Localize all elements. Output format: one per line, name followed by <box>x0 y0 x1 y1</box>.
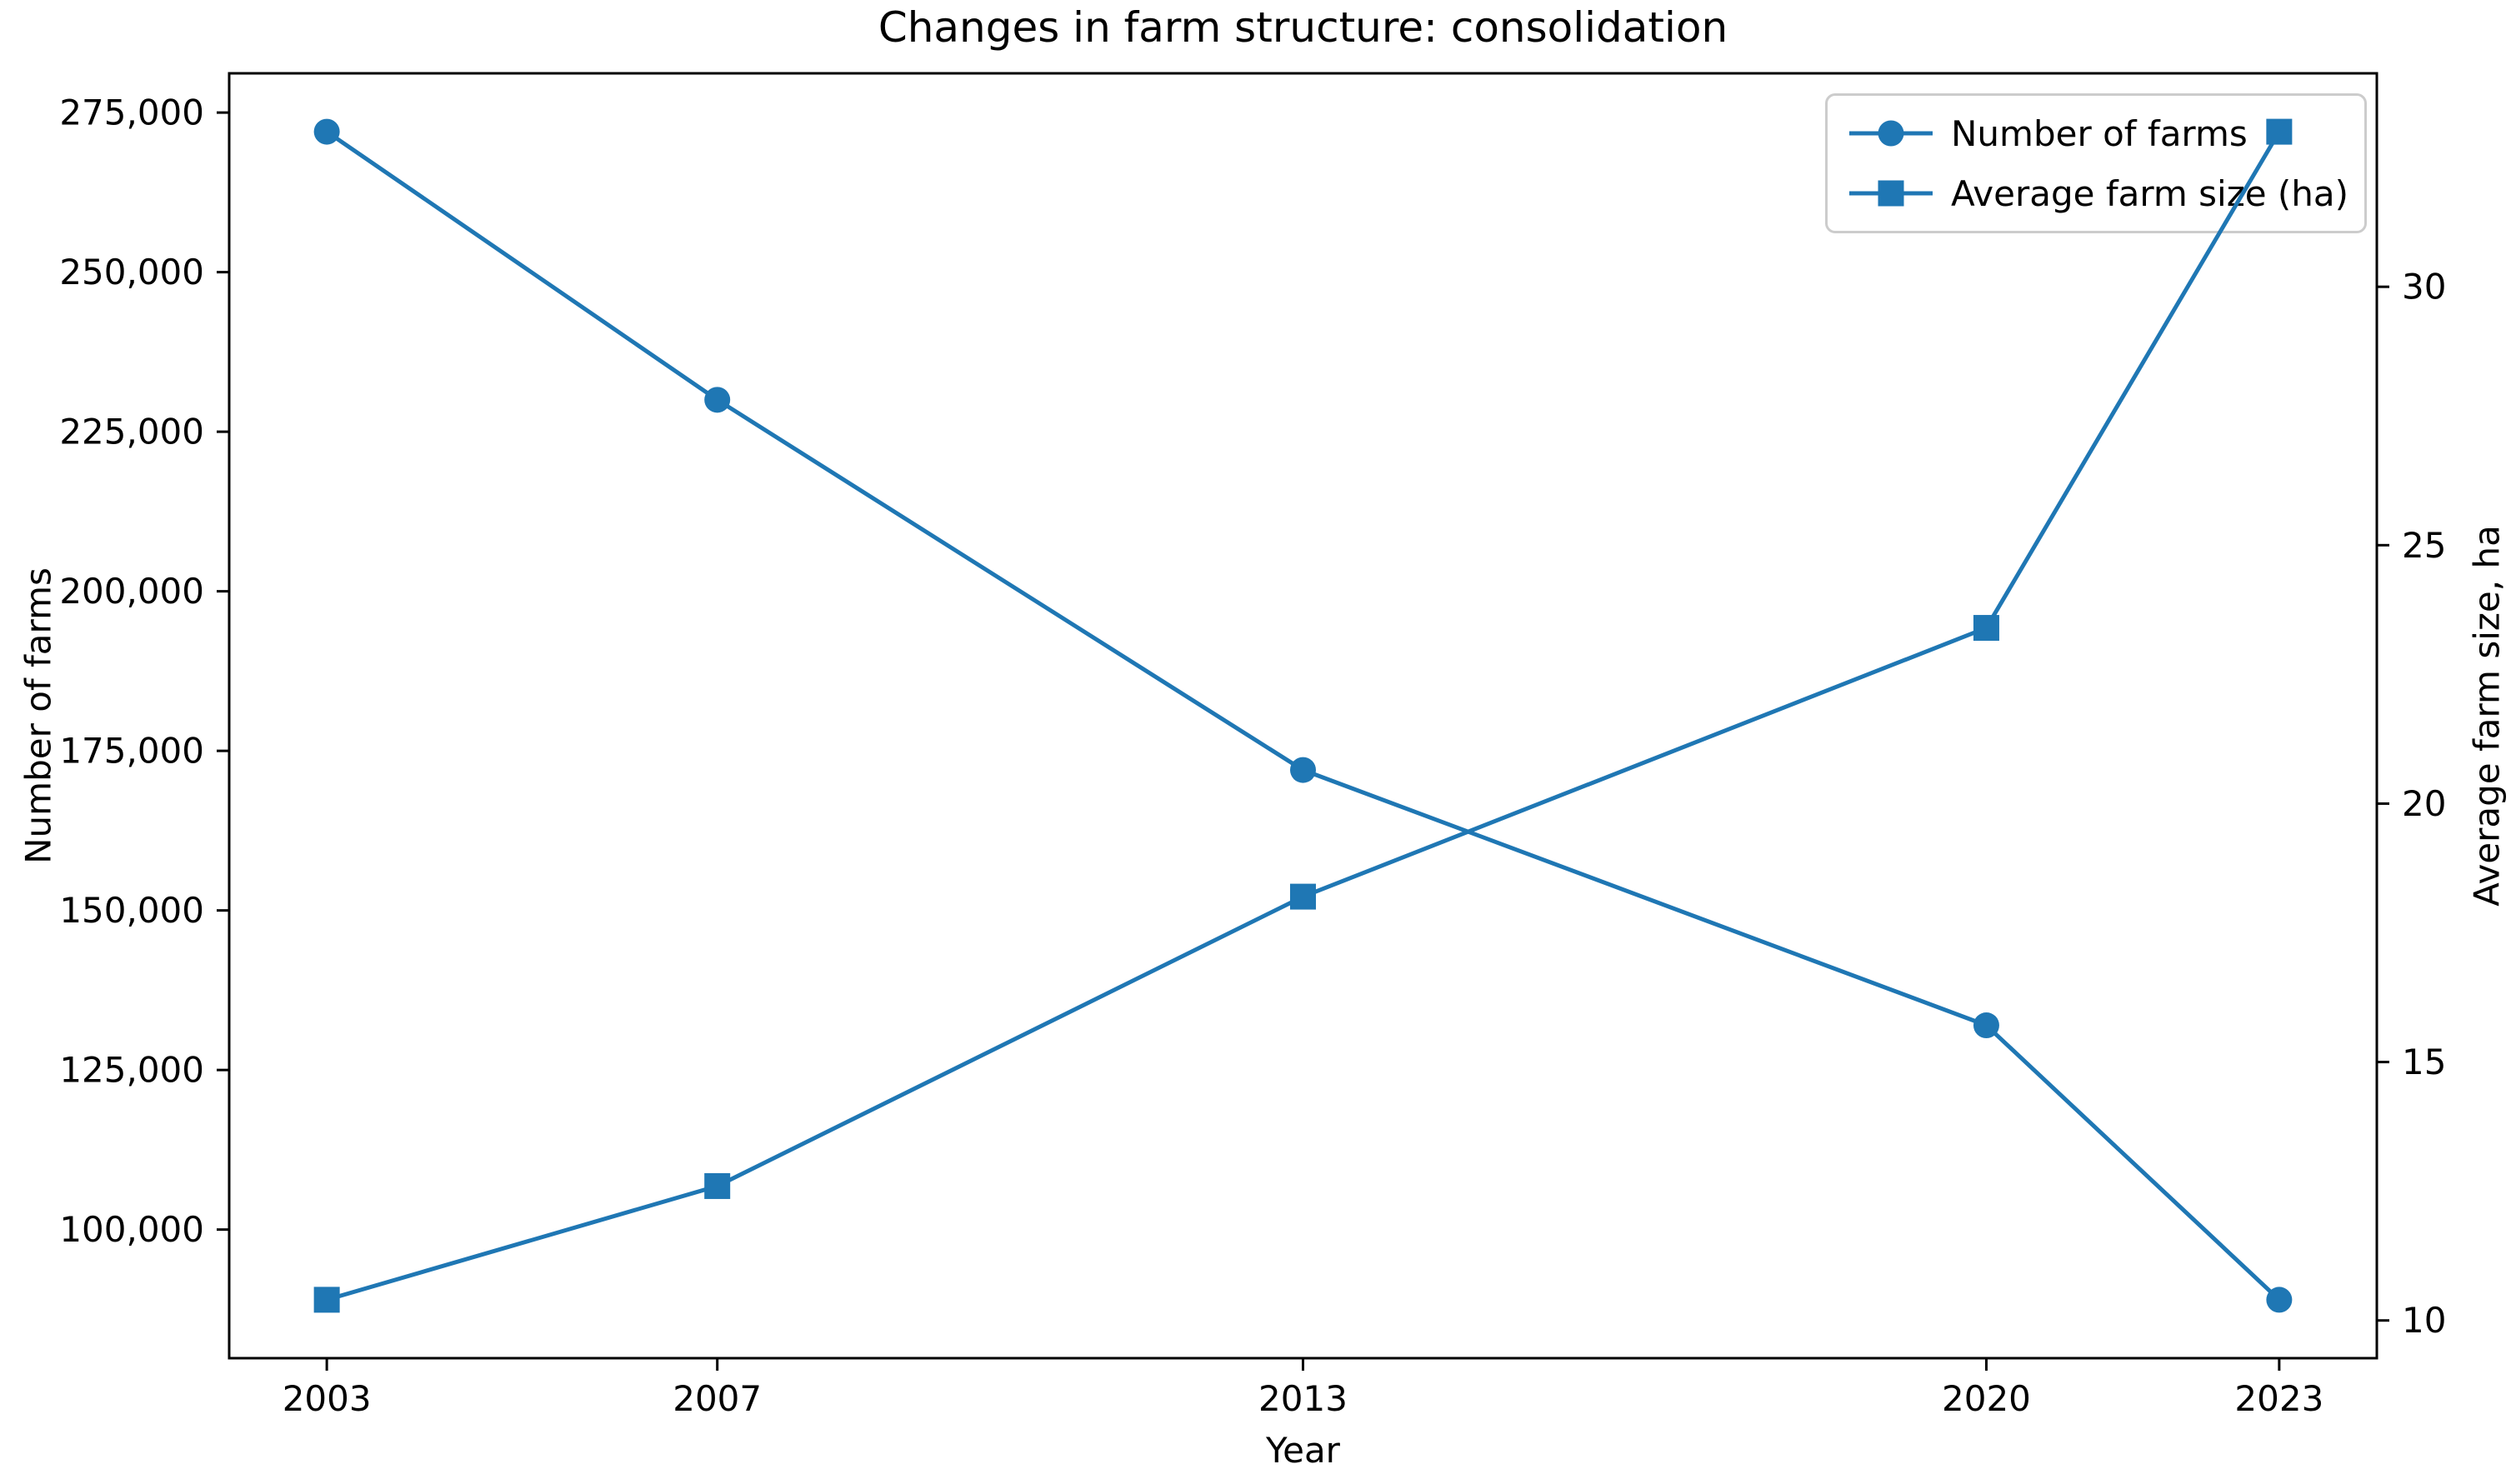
circle-marker-icon <box>1878 120 1904 147</box>
legend-item-number-of-farms: Number of farms <box>1849 107 2343 159</box>
chart-title: Changes in farm structure: consolidation <box>878 3 1728 52</box>
right-axis-label: Average farm size, ha <box>2466 525 2508 907</box>
legend-item-average-farm-size: Average farm size (ha) <box>1849 167 2348 219</box>
left-tick-label: 100,000 <box>59 1209 204 1250</box>
data-point-circle <box>1973 1012 1999 1039</box>
axes-spines <box>228 72 2378 1360</box>
right-tick-label: 10 <box>2402 1300 2446 1341</box>
right-tick-label: 20 <box>2402 783 2446 824</box>
x-tick-label: 2023 <box>2234 1378 2323 1419</box>
data-point-square <box>1290 883 1316 910</box>
x-tick-label: 2003 <box>283 1378 372 1419</box>
right-tick-label: 30 <box>2402 267 2446 307</box>
x-axis-label: Year <box>1266 1430 1340 1471</box>
legend-swatch-line-square <box>1849 177 1933 210</box>
x-tick-label: 2007 <box>673 1378 762 1419</box>
left-tick-label: 125,000 <box>59 1050 204 1091</box>
legend-swatch-line-circle <box>1849 117 1933 150</box>
legend-label: Number of farms <box>1951 112 2248 154</box>
legend: Number of farms Average farm size (ha) <box>1825 93 2367 233</box>
data-point-circle <box>704 387 731 413</box>
data-point-circle <box>2266 1287 2293 1313</box>
data-point-square <box>704 1172 731 1199</box>
x-tick-label: 2013 <box>1258 1378 1348 1419</box>
legend-label: Average farm size (ha) <box>1951 172 2349 214</box>
right-tick-label: 25 <box>2402 525 2446 566</box>
left-tick-label: 225,000 <box>59 412 204 452</box>
data-point-circle <box>1290 757 1316 783</box>
data-point-square <box>1973 615 1999 642</box>
data-point-square <box>313 1287 340 1313</box>
left-tick-label: 150,000 <box>59 890 204 931</box>
left-tick-label: 275,000 <box>59 92 204 133</box>
series-line-square <box>324 129 2282 1302</box>
left-axis-label: Number of farms <box>18 567 59 864</box>
left-tick-label: 175,000 <box>59 731 204 772</box>
left-tick-label: 250,000 <box>59 252 204 292</box>
left-tick-label: 200,000 <box>59 571 204 612</box>
right-tick-label: 15 <box>2402 1042 2446 1082</box>
series-line-circle <box>324 129 2282 1302</box>
square-marker-icon <box>1878 180 1904 207</box>
x-tick-label: 2020 <box>1942 1378 2031 1419</box>
data-point-circle <box>313 118 340 145</box>
